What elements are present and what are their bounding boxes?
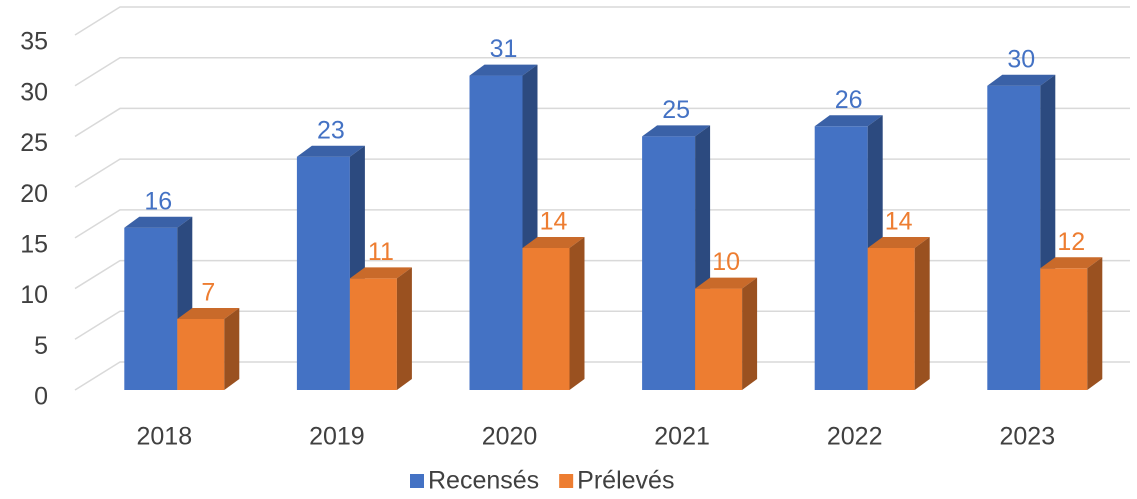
x-tick-label: 2021: [654, 423, 710, 451]
value-label: 31: [490, 35, 518, 63]
bar-front: [867, 248, 915, 390]
legend-swatch: [410, 474, 424, 488]
value-label: 12: [1057, 228, 1085, 256]
bar-top: [469, 64, 538, 76]
y-tick-label: 35: [20, 28, 48, 56]
bar-top: [867, 237, 930, 248]
value-label: 16: [144, 187, 172, 215]
bar-top: [814, 115, 883, 127]
bar-side: [224, 308, 240, 390]
value-label: 14: [885, 208, 913, 236]
x-tick-label: 2020: [482, 423, 538, 451]
bar-top: [124, 216, 193, 228]
bar-front: [987, 85, 1041, 390]
bar: [1040, 257, 1103, 390]
value-label: 11: [368, 238, 394, 266]
bar-side: [569, 237, 585, 390]
bar-front: [1040, 268, 1088, 390]
legend-label: Prélevés: [577, 467, 674, 495]
legend-swatch: [559, 474, 574, 488]
x-tick-label: 2019: [309, 423, 365, 451]
grid-line: [74, 259, 1130, 290]
bar-top: [177, 308, 240, 319]
bar-side: [914, 237, 930, 390]
bar-front: [642, 136, 696, 390]
grid-line: [74, 56, 1130, 87]
bar-front: [124, 227, 178, 390]
y-tick-label: 10: [20, 281, 48, 309]
grid-line: [74, 209, 1130, 239]
bar-side: [1087, 257, 1103, 390]
bar: [522, 237, 585, 390]
y-tick-label: 25: [20, 129, 48, 157]
y-tick-label: 30: [20, 78, 48, 106]
value-label: 14: [540, 208, 568, 236]
bar: [296, 145, 365, 390]
bar: [349, 267, 412, 390]
bar: [177, 308, 240, 390]
grid-line: [74, 107, 1130, 138]
bar-front: [695, 288, 743, 390]
bar-front: [469, 75, 523, 391]
grid-line: [74, 158, 1130, 188]
bar-front: [522, 248, 570, 390]
grid-line: [74, 361, 1130, 391]
x-tick-label: 2023: [999, 423, 1055, 451]
bar-top: [349, 267, 412, 279]
value-label: 23: [317, 116, 345, 144]
bar-side: [742, 277, 758, 390]
y-tick-label: 5: [34, 332, 48, 360]
y-tick-label: 20: [20, 180, 48, 208]
value-label: 25: [662, 96, 690, 124]
bar-top: [695, 277, 758, 289]
bar: [695, 277, 758, 390]
x-tick-label: 2018: [136, 423, 192, 451]
y-tick-label: 0: [34, 383, 48, 411]
value-label: 10: [712, 248, 740, 276]
bar: [124, 216, 193, 390]
value-label: 30: [1007, 45, 1035, 73]
bar-top: [522, 237, 585, 248]
bar-side: [396, 267, 412, 390]
bar-front: [177, 319, 225, 390]
value-label: 7: [201, 279, 215, 307]
y-tick-label: 15: [20, 230, 48, 258]
bar: [987, 74, 1056, 390]
grid-line: [74, 310, 1130, 340]
grid-line: [74, 6, 1130, 36]
value-label: 26: [835, 86, 863, 114]
bar-front: [296, 156, 350, 390]
bar-top: [642, 125, 711, 137]
bar-front: [349, 278, 397, 390]
legend-label: Recensés: [428, 467, 539, 495]
bar-top: [987, 74, 1056, 86]
bar-front: [814, 126, 868, 391]
x-tick-label: 2022: [827, 423, 883, 451]
bar-top: [296, 145, 365, 157]
bar: [867, 237, 930, 390]
bar-top: [1040, 257, 1103, 269]
